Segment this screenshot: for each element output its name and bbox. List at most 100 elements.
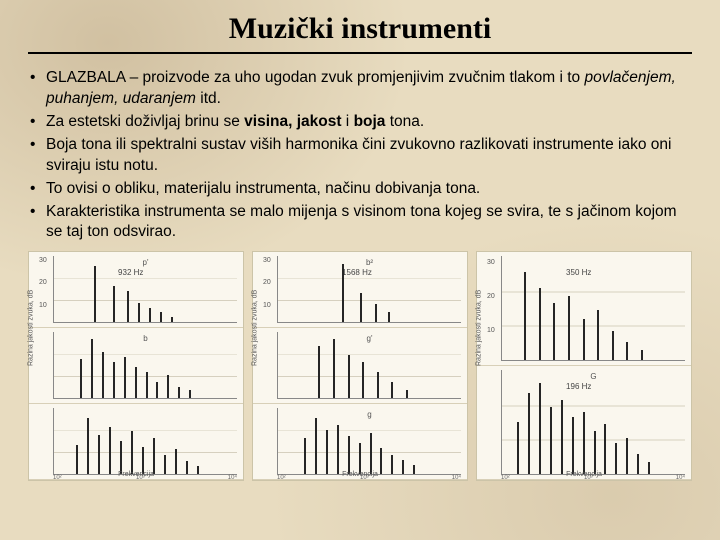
plot-area: g bbox=[277, 408, 461, 475]
spectrum-bar bbox=[167, 375, 169, 398]
spectrum-subplot: 302010p'932 Hz bbox=[29, 252, 243, 328]
slide-title: Muzički instrumenti bbox=[28, 12, 692, 54]
spectrum-bar bbox=[612, 331, 614, 360]
spectrum-bar bbox=[615, 443, 617, 474]
spectrum-bar bbox=[149, 308, 151, 323]
subplot-note-label: b bbox=[143, 334, 147, 343]
spectrum-bar bbox=[142, 447, 144, 475]
spectrum-bar bbox=[568, 296, 570, 360]
spectrum-charts: 302010p'932 Hz b Frekvencija10²10³10⁴ Razin… bbox=[28, 251, 692, 481]
spectrum-bar bbox=[583, 412, 585, 474]
spectrum-bar bbox=[342, 264, 344, 322]
spectrum-bar bbox=[153, 438, 155, 474]
spectrum-subplot: 302010350 Hz bbox=[477, 252, 691, 366]
spectrum-bar bbox=[113, 286, 115, 322]
bullet-item: GLAZBALA – proizvode za uho ugodan zvuk … bbox=[28, 68, 692, 110]
spectrum-bar bbox=[348, 355, 350, 398]
spectrum-bar bbox=[87, 418, 89, 474]
spectrum-bar bbox=[406, 390, 408, 398]
spectrum-bar bbox=[391, 455, 393, 475]
spectrum-bar bbox=[186, 461, 188, 474]
spectrum-bar bbox=[377, 372, 379, 398]
spectrum-bar bbox=[413, 465, 415, 474]
spectrum-bar bbox=[91, 339, 93, 398]
subplot-note-label: G bbox=[590, 372, 596, 381]
spectrum-bar bbox=[304, 438, 306, 474]
spectrum-bar bbox=[553, 303, 555, 360]
spectrum-bar bbox=[583, 319, 585, 361]
plot-area: g' bbox=[277, 332, 461, 399]
spectrum-bar bbox=[124, 357, 126, 398]
spectrum-bar bbox=[626, 438, 628, 474]
subplot-note-label: p' bbox=[143, 258, 149, 267]
spectrum-bar bbox=[604, 424, 606, 474]
spectrum-bar bbox=[550, 407, 552, 475]
spectrum-subplot: 302010b²1568 Hz bbox=[253, 252, 467, 328]
chart-column: 302010p'932 HzbFrekvencija10²10³10⁴Razin… bbox=[28, 251, 244, 481]
spectrum-bar bbox=[98, 435, 100, 475]
spectrum-bar bbox=[315, 418, 317, 474]
spectrum-bar bbox=[597, 310, 599, 360]
spectrum-bar bbox=[362, 362, 364, 398]
spectrum-bar bbox=[160, 312, 162, 322]
spectrum-bar bbox=[146, 372, 148, 398]
spectrum-bar bbox=[626, 342, 628, 361]
spectrum-bar bbox=[348, 436, 350, 474]
spectrum-bar bbox=[197, 466, 199, 474]
spectrum-bar bbox=[156, 382, 158, 399]
spectrum-subplot: gFrekvencija10²10³10⁴ bbox=[253, 404, 467, 480]
y-axis-label: Razina jakosti zvuka, dB bbox=[476, 290, 483, 366]
spectrum-subplot: Frekvencija10²10³10⁴ bbox=[29, 404, 243, 480]
spectrum-bar bbox=[637, 454, 639, 475]
y-axis-label: Razina jakosti zvuka, dB bbox=[252, 290, 259, 366]
spectrum-bar bbox=[572, 417, 574, 474]
plot-area: G196 Hz bbox=[501, 370, 685, 475]
spectrum-bar bbox=[164, 455, 166, 475]
spectrum-bar bbox=[94, 266, 96, 322]
spectrum-bar bbox=[102, 352, 104, 398]
plot-area bbox=[53, 408, 237, 475]
spectrum-bar bbox=[380, 448, 382, 474]
spectrum-bar bbox=[594, 431, 596, 475]
spectrum-bar bbox=[326, 430, 328, 475]
spectrum-bar bbox=[76, 445, 78, 475]
frequency-label: 932 Hz bbox=[118, 268, 143, 277]
spectrum-bar bbox=[138, 303, 140, 323]
spectrum-subplot: b bbox=[29, 328, 243, 404]
spectrum-bar bbox=[539, 288, 541, 361]
frequency-label: 1568 Hz bbox=[342, 268, 372, 277]
spectrum-bar bbox=[333, 339, 335, 398]
plot-area: p'932 Hz bbox=[53, 256, 237, 323]
spectrum-bar bbox=[561, 400, 563, 475]
plot-area: b²1568 Hz bbox=[277, 256, 461, 323]
spectrum-bar bbox=[517, 422, 519, 474]
spectrum-bar bbox=[189, 390, 191, 398]
spectrum-bar bbox=[370, 433, 372, 474]
frequency-label: 350 Hz bbox=[566, 268, 591, 277]
spectrum-bar bbox=[135, 367, 137, 399]
subplot-note-label: g bbox=[367, 410, 371, 419]
spectrum-bar bbox=[175, 449, 177, 474]
spectrum-bar bbox=[318, 346, 320, 399]
chart-column: 302010b²1568 Hz g' gFrekvencija10²10³10⁴ Ra… bbox=[252, 251, 468, 481]
spectrum-bar bbox=[388, 312, 390, 322]
spectrum-subplot: G196 HzFrekvencija10²10³10⁴ bbox=[477, 366, 691, 480]
chart-column: 302010350 HzG196 HzFrekvencija10²10³10⁴R… bbox=[476, 251, 692, 481]
plot-area: b bbox=[53, 332, 237, 399]
plot-area: 350 Hz bbox=[501, 256, 685, 361]
spectrum-bar bbox=[178, 387, 180, 399]
bullet-item: Boja tona ili spektralni sustav viših ha… bbox=[28, 135, 692, 177]
spectrum-bar bbox=[641, 350, 643, 360]
spectrum-bar bbox=[80, 359, 82, 399]
frequency-label: 196 Hz bbox=[566, 382, 591, 391]
bullet-item: To ovisi o obliku, materijalu instrument… bbox=[28, 179, 692, 200]
subplot-note-label: b² bbox=[366, 258, 373, 267]
spectrum-bar bbox=[109, 427, 111, 475]
spectrum-bar bbox=[375, 304, 377, 322]
spectrum-bar bbox=[171, 317, 173, 322]
subplot-note-label: g' bbox=[367, 334, 373, 343]
spectrum-bar bbox=[539, 383, 541, 475]
spectrum-bar bbox=[648, 462, 650, 474]
spectrum-bar bbox=[113, 362, 115, 398]
spectrum-bar bbox=[131, 431, 133, 474]
